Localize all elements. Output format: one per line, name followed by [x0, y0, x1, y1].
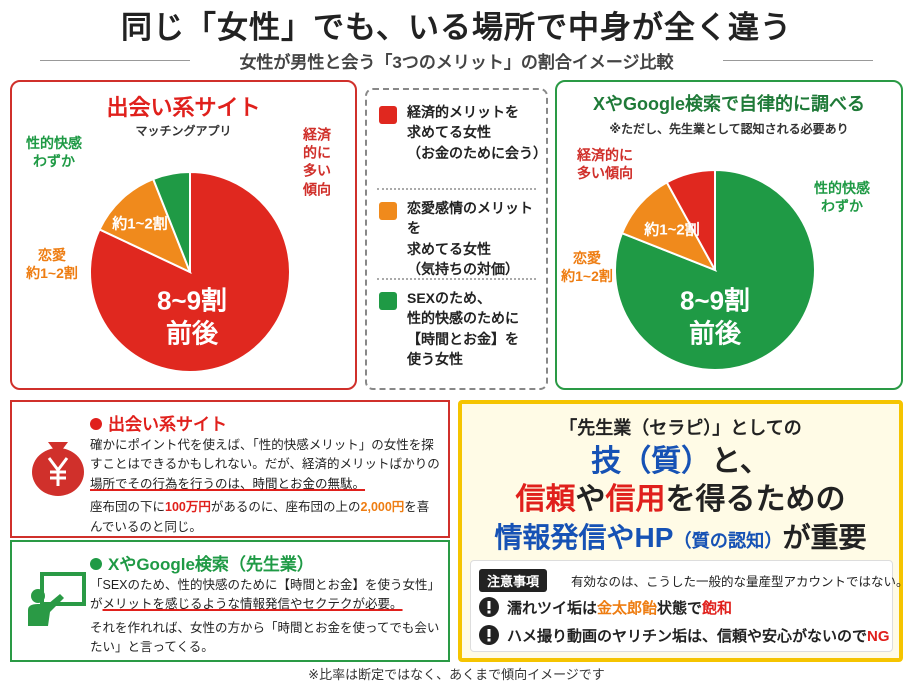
- callout-line: 技（質）と、: [462, 436, 899, 480]
- pie-slice: [151, 170, 191, 273]
- icon-dot: [487, 638, 491, 642]
- legend-swatch: [379, 202, 397, 220]
- footnote: ※比率は断定ではなく、あくまで傾向イメージです: [308, 667, 605, 682]
- icon-dot: [487, 610, 491, 614]
- legend-text: 経済的メリットを 求めてる女性 （お金のために会う）: [407, 104, 547, 161]
- legend-text: SEXのため、 性的快感のために 【時間とお金】を 使う女性: [407, 290, 519, 367]
- legend-item: 恋愛感情のメリットを 求めてる女性 （気持ちの対価）: [377, 198, 540, 279]
- pie-annotation: 約1~2割: [112, 215, 168, 233]
- text: 金太郎飴: [597, 600, 658, 617]
- teacher-icon: [28, 572, 86, 626]
- text: 2,000円: [360, 500, 405, 515]
- section-body: 「SEXのため、性的快感のために【時間とお金】を使う女性」がメリットを感じるよう…: [90, 576, 440, 662]
- pie-subtitle: マッチングアプリ: [135, 124, 232, 138]
- slice-label: 性的快感 わずか: [814, 179, 870, 214]
- text: が重要: [782, 522, 867, 553]
- text: があるのに、座布団の上の: [210, 500, 361, 515]
- text: 「SEXのため、性的快感のために【時間とお金】を使う女性」が: [90, 578, 441, 612]
- text: 情報発信やHP: [494, 522, 674, 553]
- title: 同じ「女性」でも、いる場所で中身が全く違う: [120, 10, 793, 45]
- pie-title: 出会い系サイト: [106, 95, 261, 120]
- text: NG: [867, 628, 890, 645]
- section: XやGoogle検索（先生業） 「SEXのため、性的快感のために【時間とお金】を使…: [10, 540, 450, 662]
- pie: [89, 170, 291, 373]
- heading-text: 出会い系サイト: [108, 415, 227, 434]
- callout-line: 「先生業（セラピ）」としての: [462, 414, 899, 440]
- slice-label: 経済的に 多い傾向: [577, 146, 633, 181]
- warning-icon: [479, 597, 499, 617]
- notice-tag: 注意事項: [479, 569, 548, 592]
- text: 座布団の下に: [90, 500, 166, 515]
- bullet: [90, 558, 102, 570]
- subtitle: 女性が男性と会う「3つのメリット」の割合イメージ比較: [239, 53, 674, 72]
- pie-annotation: 約1~2割: [644, 221, 700, 239]
- text: を喜んでいるのと同じ。: [90, 500, 430, 534]
- icon-bar: [487, 601, 491, 609]
- section: 出会い系サイト確かにポイント代を使えば、「性的快感メリット」の女性を探すことはで…: [10, 400, 450, 538]
- slice-label: 恋愛 約1~2割: [26, 246, 78, 281]
- paragraph: 座布団の下に100万円があるのに、座布団の上の2,000円を喜んでいるのと同じ。: [90, 498, 440, 537]
- callout-line: 信頼や信用を得るための: [462, 474, 899, 518]
- text: ハメ撮り動画のヤリチン垢は、信頼や安心がないので: [507, 628, 868, 645]
- text: を得るための: [665, 483, 846, 516]
- pie-slice: [620, 181, 718, 272]
- text: 濡れツイ垢は: [507, 600, 598, 617]
- separator: [377, 278, 536, 280]
- legend-text: 恋愛感情のメリットを 求めてる女性 （気持ちの対価）: [407, 200, 533, 277]
- slice-label: 経済的に 多い傾向: [303, 126, 331, 198]
- pie-annotation: 8~9割 前後: [156, 285, 228, 349]
- paragraph: それを作れれば、女性の方から「時間とお金を使ってでも会いたい」と言ってくる。: [90, 619, 440, 658]
- warning-icon: [479, 625, 499, 645]
- text: （質の認知）: [673, 531, 783, 551]
- pie-slice: [98, 177, 192, 274]
- callout-line: 情報発信やHP（質の認知）が重要: [462, 516, 899, 556]
- pie-slice: [665, 168, 716, 271]
- text: や: [575, 483, 606, 516]
- text: 信頼: [515, 483, 576, 516]
- pie-panel: 出会い系サイトマッチングアプリ 経済的に 多い傾向恋愛 約1~2割 性的快感 わずか…: [10, 80, 357, 390]
- rule: [40, 60, 190, 61]
- notice-box: 注意事項 有効なのは、こうした一般的な量産型アカウントではない。濡れツイ垢は金太郎…: [470, 560, 909, 652]
- warning: ハメ撮り動画のヤリチン垢は、信頼や安心がないのでNG: [479, 625, 890, 646]
- text: 100万円: [165, 500, 211, 515]
- heading-text: XやGoogle検索（先生業）: [108, 555, 314, 574]
- notice-text: 有効なのは、こうした一般的な量産型アカウントではない。: [571, 575, 909, 589]
- text: と、: [711, 445, 770, 478]
- pie-annotation: 8~9割 前後: [679, 285, 751, 349]
- paragraph: 確かにポイント代を使えば、「性的快感メリット」の女性を探すことはできるかもしれな…: [90, 436, 440, 494]
- icon-bar: [487, 629, 491, 637]
- pie-title: XやGoogle検索で自律的に調べる: [592, 94, 865, 114]
- legend-item: 経済的メリットを 求めてる女性 （お金のために会う）: [377, 102, 547, 163]
- text: 状態で: [657, 600, 703, 617]
- text: 技（質）: [591, 445, 712, 478]
- rule: [723, 60, 873, 61]
- section-heading: 出会い系サイト: [90, 410, 227, 435]
- slice-label: 恋愛 約1~2割: [561, 249, 613, 284]
- legend-item: SEXのため、 性的快感のために 【時間とお金】を 使う女性: [377, 288, 540, 369]
- callout: 「先生業（セラピ）」としての 技（質）と、 信頼や信用を得るための 情報発信やHP（質…: [458, 400, 909, 662]
- money-icon: [32, 442, 84, 496]
- section-body: 確かにポイント代を使えば、「性的快感メリット」の女性を探すことはできるかもしれな…: [90, 436, 440, 541]
- warning: 濡れツイ垢は金太郎飴状態で飽和: [479, 597, 732, 618]
- pie: [614, 168, 816, 371]
- text: メリットを感じるような情報発信やセクテクが必要。: [102, 597, 403, 612]
- paragraph: 「SEXのため、性的快感のために【時間とお金】を使う女性」がメリットを感じるよう…: [90, 576, 440, 615]
- pie-subtitle: ※ただし、先生業として認知される必要あり: [609, 122, 849, 136]
- separator: [377, 188, 536, 190]
- legend: 経済的メリットを 求めてる女性 （お金のために会う） 恋愛感情のメリットを 求めて…: [365, 88, 548, 390]
- legend-swatch: [379, 292, 397, 310]
- bullet: [90, 418, 102, 430]
- section-heading: XやGoogle検索（先生業）: [90, 550, 314, 575]
- text: 飽和: [702, 600, 733, 617]
- slice-label: 性的快感 わずか: [26, 134, 82, 169]
- text: 「先生業（セラピ）」としての: [559, 418, 802, 438]
- text: 確かにポイント代を使えば、「性的快感メリット」の女性を探すことはできるかもしれな…: [90, 438, 440, 472]
- pie-panel: XやGoogle検索で自律的に調べる ※ただし、先生業として認知される必要あり性的…: [555, 80, 903, 390]
- legend-swatch: [379, 106, 397, 124]
- text: それを作れれば、女性の方から「時間とお金を使ってでも会いたい」と言ってくる。: [90, 620, 440, 655]
- text: 場所でその行為を行うのは、時間とお金の無駄。: [90, 476, 366, 491]
- text: 信用: [605, 483, 666, 516]
